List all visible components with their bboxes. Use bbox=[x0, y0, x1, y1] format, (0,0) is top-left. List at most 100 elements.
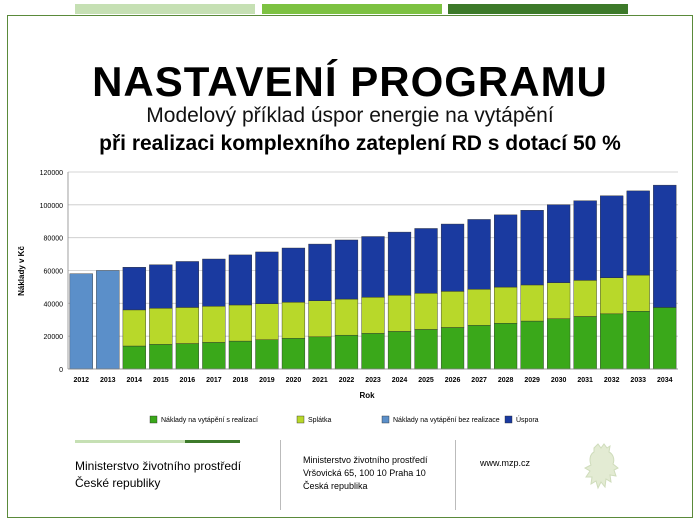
legend-label-2: Náklady na vytápění bez realizace bbox=[393, 417, 500, 424]
stacked-bar-chart: 0 20000 40000 60000 80000 100000 120000 2012 201… bbox=[17, 170, 678, 424]
bar-segment-series-3-2022 bbox=[334, 239, 359, 300]
y-tick-label: 40000 bbox=[44, 301, 64, 308]
bar-segment-series-0-2014 bbox=[122, 345, 146, 370]
x-tick-label: 2019 bbox=[259, 377, 275, 384]
bar-segment-series-1-2015 bbox=[149, 308, 173, 345]
y-axis-label: Náklady v Kč bbox=[17, 246, 26, 296]
top-bar-dark bbox=[448, 4, 628, 14]
ministry-name: Ministerstvo životního prostředí České r… bbox=[75, 458, 241, 492]
bar-segment-series-1-2023 bbox=[361, 297, 385, 334]
bar-segment-series-3-2024 bbox=[387, 231, 412, 296]
x-tick-label: 2032 bbox=[604, 377, 620, 384]
legend-label-0: Náklady na vytápění s realizací bbox=[161, 417, 258, 424]
bar-segment-series-0-2033 bbox=[626, 311, 650, 370]
footer-line-light bbox=[75, 440, 185, 443]
bar-segment-series-3-2027 bbox=[467, 219, 491, 290]
bar-segment-series-0-2022 bbox=[334, 334, 359, 370]
footer-divider-2 bbox=[455, 440, 456, 510]
bar-segment-series-3-2034 bbox=[653, 184, 677, 308]
bar-segment-series-3-2020 bbox=[281, 247, 306, 303]
bar-segment-series-0-2029 bbox=[520, 320, 544, 370]
bar-segment-series-1-2024 bbox=[387, 295, 412, 332]
bar-segment-series-0-2015 bbox=[149, 344, 173, 370]
bar-segment-series-1-2032 bbox=[600, 277, 624, 315]
bar-segment-series-0-2034 bbox=[653, 307, 677, 370]
bar-segment-series-1-2014 bbox=[122, 309, 146, 347]
x-tick-label: 2020 bbox=[286, 377, 302, 384]
x-tick-label: 2033 bbox=[630, 377, 646, 384]
x-tick-label: 2034 bbox=[657, 377, 673, 384]
bar-segment-series-3-2032 bbox=[600, 195, 624, 278]
bar-segment-series-0-2030 bbox=[547, 318, 571, 370]
footer-divider-1 bbox=[280, 440, 281, 510]
bar-segment-series-1-2020 bbox=[281, 301, 306, 339]
x-tick-label: 2015 bbox=[153, 377, 169, 384]
bar-segment-series-0-2026 bbox=[440, 327, 465, 370]
legend-label-3: Úspora bbox=[516, 415, 539, 424]
bar-segment-series-1-2026 bbox=[440, 291, 465, 328]
x-tick-label: 2016 bbox=[180, 377, 196, 384]
x-tick-label: 2023 bbox=[365, 377, 381, 384]
bar-segment-series-0-2020 bbox=[281, 338, 306, 370]
bar-segment-series-1-2031 bbox=[573, 280, 597, 317]
bar-segment-series-1-2033 bbox=[626, 274, 650, 312]
bar-segment-series-3-2015 bbox=[149, 264, 173, 309]
bar-segment-series-3-2018 bbox=[228, 254, 252, 306]
slide-subtitle-bold: při realizaci komplexního zateplení RD s… bbox=[99, 132, 621, 155]
y-tick-label: 100000 bbox=[40, 203, 63, 210]
x-tick-label: 2014 bbox=[127, 377, 143, 384]
ministry-line-2: České republiky bbox=[75, 476, 161, 490]
x-tick-label: 2012 bbox=[73, 377, 89, 384]
bar-segment-series-0-2024 bbox=[387, 331, 412, 370]
bar-segment-series-3-2030 bbox=[547, 204, 571, 283]
y-tick-label: 20000 bbox=[44, 334, 64, 341]
bar-segment-series-0-2019 bbox=[255, 339, 279, 370]
czech-lion-emblem-icon bbox=[583, 443, 619, 490]
bar-segment-series-0-2017 bbox=[202, 342, 226, 370]
bar-segment-series-2-2013 bbox=[96, 270, 120, 370]
x-tick-label: 2013 bbox=[100, 377, 116, 384]
address-line-2: Vršovická 65, 100 10 Praha 10 bbox=[303, 468, 426, 478]
legend-swatch-2 bbox=[381, 415, 390, 424]
ministry-line-1: Ministerstvo životního prostředí bbox=[75, 459, 242, 473]
x-tick-label: 2017 bbox=[206, 377, 222, 384]
x-tick-label: 2028 bbox=[498, 377, 514, 384]
bar-segment-series-1-2025 bbox=[414, 293, 438, 330]
bar-segment-series-1-2016 bbox=[175, 307, 199, 344]
slide-title: NASTAVENÍ PROGRAMU bbox=[92, 58, 608, 105]
x-tick-label: 2025 bbox=[418, 377, 434, 384]
slide-subtitle: Modelový příklad úspor energie na vytápě… bbox=[146, 104, 554, 127]
x-tick-label: 2021 bbox=[312, 377, 328, 384]
bar-segment-series-3-2028 bbox=[494, 214, 518, 288]
bar-segment-series-0-2032 bbox=[600, 313, 624, 370]
slide-frame bbox=[7, 15, 693, 518]
bar-segment-series-1-2028 bbox=[494, 286, 518, 324]
y-tick-label: 0 bbox=[59, 367, 63, 374]
bar-segment-series-1-2017 bbox=[202, 306, 226, 343]
bar-segment-series-1-2019 bbox=[255, 303, 279, 340]
bar-segment-series-0-2028 bbox=[494, 322, 518, 370]
y-tick-label: 60000 bbox=[44, 269, 64, 276]
bar-segment-series-0-2025 bbox=[414, 329, 438, 370]
ministry-address: Ministerstvo životního prostředí Vršovic… bbox=[303, 454, 428, 493]
bar-segment-series-3-2023 bbox=[361, 236, 385, 298]
bar-segment-series-3-2016 bbox=[175, 261, 199, 308]
website-link[interactable]: www.mzp.cz bbox=[480, 458, 531, 468]
bar-segment-series-1-2030 bbox=[547, 282, 571, 319]
bar-segment-series-1-2022 bbox=[334, 298, 359, 336]
bar-segment-series-0-2016 bbox=[175, 343, 199, 370]
bar-segment-series-3-2021 bbox=[308, 243, 332, 301]
bar-segment-series-0-2023 bbox=[361, 333, 385, 370]
address-line-3: Česká republika bbox=[303, 481, 368, 491]
bar-segment-series-3-2029 bbox=[520, 210, 544, 286]
x-tick-label: 2026 bbox=[445, 377, 461, 384]
bar-segment-series-3-2026 bbox=[440, 223, 465, 292]
x-tick-label: 2029 bbox=[524, 377, 540, 384]
bar-segment-series-3-2025 bbox=[414, 228, 438, 294]
bar-segment-series-0-2018 bbox=[228, 340, 252, 370]
legend-swatch-0 bbox=[149, 415, 158, 424]
bar-segment-series-3-2019 bbox=[255, 251, 279, 304]
x-tick-label: 2031 bbox=[577, 377, 593, 384]
bar-segment-series-3-2017 bbox=[202, 258, 226, 307]
bar-segment-series-1-2018 bbox=[228, 304, 252, 342]
